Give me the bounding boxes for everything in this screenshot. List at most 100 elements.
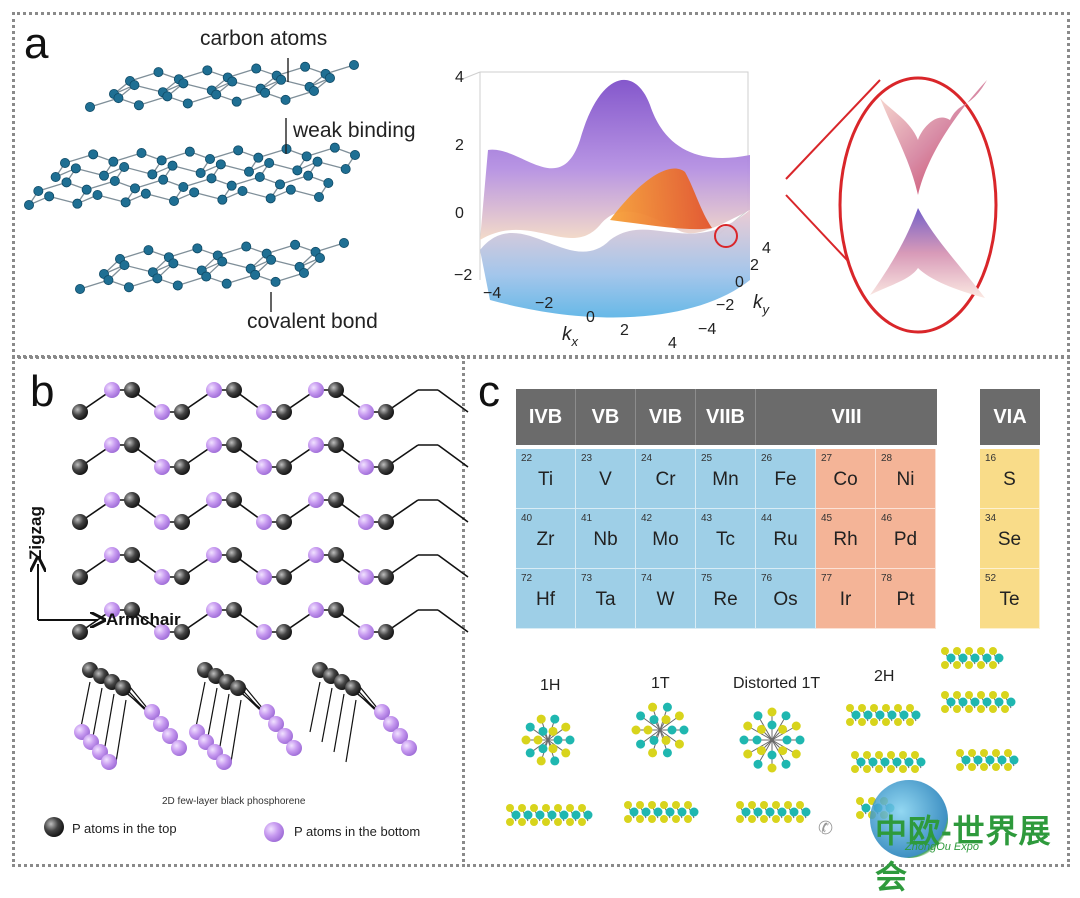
carbon-atom bbox=[120, 197, 131, 208]
carbon-atom bbox=[156, 155, 167, 166]
metal-atom bbox=[511, 810, 521, 820]
element-symbol: Mn bbox=[712, 469, 739, 490]
carbon-atom bbox=[75, 283, 86, 294]
chalcogen-atom bbox=[760, 815, 768, 823]
carbon-atom bbox=[221, 278, 232, 289]
p-p-bond bbox=[437, 389, 469, 413]
p-atom-bottom bbox=[101, 754, 117, 770]
ky-axis-label: ky bbox=[753, 292, 771, 317]
element-cell-se: 34 Se bbox=[980, 509, 1040, 569]
atomic-number: 74 bbox=[641, 573, 653, 584]
chalcogen-atom bbox=[1001, 691, 1009, 699]
metal-atom bbox=[553, 735, 563, 745]
metal-atom bbox=[985, 755, 995, 765]
element-symbol: Nb bbox=[593, 529, 618, 550]
chalcogen-atom bbox=[953, 705, 961, 713]
element-cell-pd: 46 Pd bbox=[876, 509, 936, 569]
carbon-atom bbox=[276, 74, 287, 85]
dirac-point-circle bbox=[714, 224, 738, 248]
metal-atom bbox=[667, 725, 677, 735]
carbon-atom bbox=[204, 154, 215, 165]
chalcogen-atom bbox=[989, 691, 997, 699]
carbon-atom bbox=[264, 157, 275, 168]
chalcogen-atom bbox=[791, 721, 801, 731]
p-atom-top bbox=[72, 624, 88, 640]
chalcogen-atom bbox=[875, 765, 883, 773]
metal-atom bbox=[538, 726, 548, 736]
element-cell-co: 27 Co bbox=[816, 449, 876, 509]
p-atom-bottom bbox=[308, 602, 324, 618]
chalcogen-atom bbox=[748, 815, 756, 823]
chalcogen-atom bbox=[521, 735, 531, 745]
chalcogen-atom bbox=[906, 718, 914, 726]
structure-label-1h: 1H bbox=[540, 677, 561, 694]
chalcogen-atom bbox=[672, 801, 680, 809]
element-symbol: Co bbox=[833, 469, 858, 490]
chalcogen-atom bbox=[953, 647, 961, 655]
graphene-layers bbox=[24, 58, 360, 312]
element-symbol: Ni bbox=[896, 469, 915, 490]
element-cell-mn: 25 Mn bbox=[696, 449, 756, 509]
chalcogen-atom bbox=[899, 765, 907, 773]
carbon-atom bbox=[88, 149, 99, 160]
watermark-subtitle: ZhongOu Expo bbox=[905, 841, 979, 853]
chalcogen-atom bbox=[1004, 763, 1012, 771]
carbon-atom bbox=[172, 280, 183, 291]
atomic-number: 16 bbox=[985, 453, 997, 464]
atomic-number: 43 bbox=[701, 513, 713, 524]
chalcogen-atom bbox=[846, 704, 854, 712]
chalcogen-atom bbox=[856, 811, 864, 819]
metal-atom bbox=[904, 757, 914, 767]
p-p-bond bbox=[194, 681, 206, 733]
metal-atom bbox=[649, 735, 659, 745]
metal-atom bbox=[1009, 755, 1019, 765]
carbon-atom bbox=[266, 254, 277, 265]
chalcogen-atom bbox=[989, 647, 997, 655]
chalcogen-atom bbox=[953, 691, 961, 699]
legend-top-atom-icon bbox=[44, 817, 64, 837]
ky-tick: 2 bbox=[750, 257, 759, 274]
p-atom-top bbox=[328, 492, 344, 508]
kx-tick: 4 bbox=[668, 335, 677, 352]
chalcogen-atom bbox=[875, 751, 883, 759]
p-atom-bottom bbox=[308, 492, 324, 508]
carbon-atom bbox=[140, 188, 151, 199]
metal-atom bbox=[741, 807, 751, 817]
structure-label-2h: 2H bbox=[874, 668, 895, 685]
chalcogen-atom bbox=[989, 705, 997, 713]
p-atom-bottom bbox=[358, 514, 374, 530]
carbon-atom bbox=[217, 194, 228, 205]
phosphorene-caption: 2D few-layer black phosphorene bbox=[162, 796, 306, 807]
p-atom-top bbox=[328, 602, 344, 618]
chalcogen-atom bbox=[561, 722, 571, 732]
p-p-bond bbox=[79, 681, 91, 733]
chalcogen-atom bbox=[548, 744, 558, 754]
metal-atom bbox=[767, 720, 777, 730]
p-atom-top bbox=[174, 569, 190, 585]
carbon-atom bbox=[292, 165, 303, 176]
p-p-bond bbox=[437, 444, 469, 468]
atomic-number: 41 bbox=[581, 513, 593, 524]
p-atom-top bbox=[276, 569, 292, 585]
atomic-number: 75 bbox=[701, 573, 713, 584]
carbon-atom bbox=[33, 185, 44, 196]
carbon-atom bbox=[192, 243, 203, 254]
carbon-atom bbox=[81, 184, 92, 195]
carbon-atom bbox=[167, 160, 178, 171]
p-atom-top bbox=[115, 680, 131, 696]
element-symbol: Pt bbox=[896, 589, 915, 610]
p-p-bond bbox=[218, 693, 230, 753]
periodic-table-transition-metals: IVB VB VIB VIIB VIII 22 Ti 23 V 24 Cr 25 Mn 26 Fe… bbox=[516, 389, 937, 629]
carbon-atom bbox=[301, 151, 312, 162]
lower-cone bbox=[870, 208, 985, 298]
carbon-atom bbox=[298, 267, 309, 278]
element-symbol: Se bbox=[997, 529, 1022, 550]
p-atom-bottom bbox=[154, 624, 170, 640]
chalcogen-atom bbox=[870, 718, 878, 726]
element-symbol: Fe bbox=[774, 469, 797, 490]
dirac-cone-zoom bbox=[785, 76, 998, 334]
p-atom-top bbox=[276, 404, 292, 420]
atomic-number: 52 bbox=[985, 573, 997, 584]
element-symbol: Cr bbox=[655, 469, 676, 490]
carbon-atom bbox=[119, 260, 130, 271]
